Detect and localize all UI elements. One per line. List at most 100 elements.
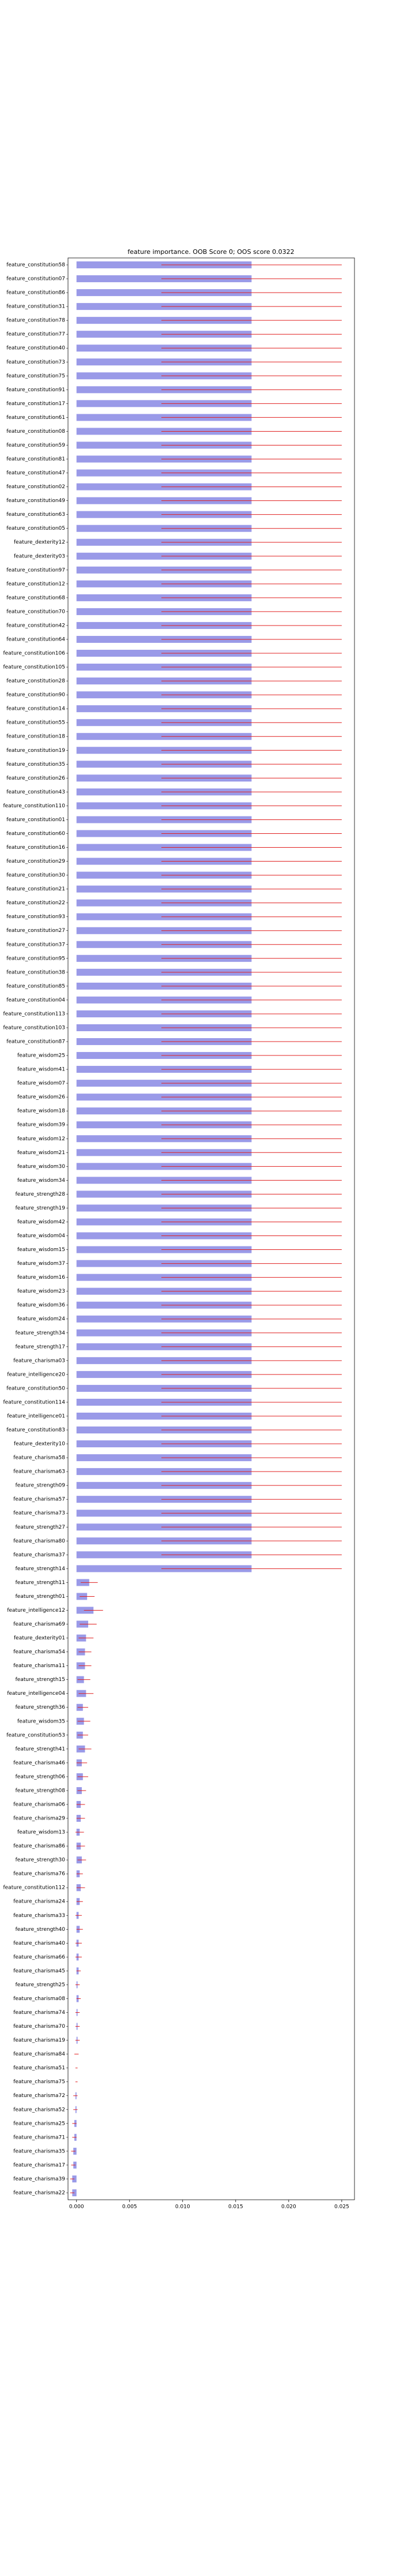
y-tick-label: feature_charisma71 xyxy=(13,2135,65,2140)
y-tick-label: feature_strength30 xyxy=(16,1858,66,1863)
y-tick-label: feature_intelligence04 xyxy=(7,1691,65,1697)
y-tick-label: feature_wisdom18 xyxy=(17,1109,65,1114)
y-tick-label: feature_constitution29 xyxy=(6,859,65,864)
y-tick-label: feature_constitution30 xyxy=(6,873,65,878)
y-tick-label: feature_intelligence20 xyxy=(7,1372,65,1377)
y-tick-label: feature_constitution42 xyxy=(6,623,65,628)
y-tick-label: feature_constitution61 xyxy=(6,415,65,421)
y-tick-label: feature_constitution97 xyxy=(6,567,65,573)
y-tick-label: feature_constitution02 xyxy=(6,484,65,490)
y-tick-label: feature_strength27 xyxy=(16,1525,65,1530)
y-tick-label: feature_constitution63 xyxy=(6,512,65,518)
y-tick-label: feature_constitution50 xyxy=(6,1386,65,1391)
y-tick-label: feature_wisdom30 xyxy=(17,1164,65,1170)
y-tick-label: feature_wisdom07 xyxy=(17,1081,65,1087)
y-tick-label: feature_wisdom23 xyxy=(17,1289,65,1294)
x-tick-label: 0.025 xyxy=(334,2204,349,2210)
y-tick-label: feature_constitution12 xyxy=(6,581,65,587)
y-tick-label: feature_charisma80 xyxy=(13,1538,65,1544)
y-tick-label: feature_intelligence01 xyxy=(7,1413,65,1419)
x-tick-label: 0.005 xyxy=(122,2204,137,2210)
y-tick-label: feature_strength19 xyxy=(16,1205,66,1211)
y-tick-label: feature_wisdom37 xyxy=(17,1261,65,1267)
y-tick-label: feature_strength17 xyxy=(16,1344,65,1350)
y-tick-label: feature_strength15 xyxy=(16,1677,65,1683)
y-tick-label: feature_constitution21 xyxy=(6,886,65,892)
y-tick-label: feature_constitution18 xyxy=(6,734,65,740)
y-tick-label: feature_constitution78 xyxy=(6,318,65,324)
y-tick-label: feature_wisdom39 xyxy=(17,1122,65,1128)
y-tick-label: feature_constitution110 xyxy=(3,803,65,809)
y-tick-label: feature_wisdom13 xyxy=(17,1830,65,1836)
y-tick-label: feature_charisma70 xyxy=(13,2024,65,2030)
y-tick-label: feature_constitution106 xyxy=(3,651,65,657)
y-tick-label: feature_constitution04 xyxy=(6,997,65,1003)
y-tick-label: feature_charisma19 xyxy=(13,2038,65,2043)
y-tick-label: feature_strength09 xyxy=(16,1483,66,1489)
y-tick-label: feature_charisma45 xyxy=(13,1968,65,1974)
y-tick-label: feature_strength34 xyxy=(16,1330,66,1336)
y-tick-label: feature_constitution17 xyxy=(6,401,65,407)
y-tick-label: feature_wisdom12 xyxy=(17,1136,65,1142)
y-tick-label: feature_charisma08 xyxy=(13,1996,65,2002)
y-tick-label: feature_charisma11 xyxy=(13,1663,65,1669)
y-tick-label: feature_strength14 xyxy=(16,1566,66,1572)
y-tick-label: feature_intelligence12 xyxy=(7,1608,65,1613)
y-tick-label: feature_charisma37 xyxy=(13,1552,65,1558)
y-tick-label: feature_constitution58 xyxy=(6,263,65,268)
y-tick-label: feature_charisma17 xyxy=(13,2162,65,2168)
y-tick-label: feature_dexterity01 xyxy=(14,1635,65,1641)
y-tick-label: feature_charisma72 xyxy=(13,2093,65,2099)
y-tick-label: feature_charisma33 xyxy=(13,1913,65,1919)
y-tick-label: feature_charisma86 xyxy=(13,1844,65,1849)
y-tick-label: feature_constitution81 xyxy=(6,456,65,462)
y-tick-label: feature_wisdom25 xyxy=(17,1053,65,1059)
y-tick-label: feature_constitution16 xyxy=(6,845,65,851)
y-tick-label: feature_wisdom26 xyxy=(17,1095,65,1100)
y-tick-label: feature_charisma40 xyxy=(13,1941,65,1946)
y-tick-label: feature_strength08 xyxy=(16,1788,66,1794)
y-tick-label: feature_constitution83 xyxy=(6,1428,65,1433)
y-tick-label: feature_charisma73 xyxy=(13,1511,65,1517)
y-tick-label: feature_wisdom41 xyxy=(17,1067,65,1073)
y-tick-label: feature_dexterity03 xyxy=(14,553,65,559)
y-tick-label: feature_constitution43 xyxy=(6,789,65,795)
y-tick-label: feature_constitution19 xyxy=(6,748,65,754)
x-tick-label: 0.000 xyxy=(69,2204,84,2210)
y-tick-label: feature_constitution14 xyxy=(6,706,65,712)
y-tick-label: feature_constitution114 xyxy=(3,1399,65,1405)
y-tick-label: feature_constitution105 xyxy=(3,665,65,671)
y-tick-label: feature_wisdom36 xyxy=(17,1302,65,1308)
y-tick-label: feature_charisma57 xyxy=(13,1497,65,1503)
y-tick-label: feature_wisdom04 xyxy=(17,1233,65,1239)
y-tick-label: feature_constitution86 xyxy=(6,290,65,296)
y-tick-label: feature_strength25 xyxy=(16,1982,65,1988)
y-tick-label: feature_constitution64 xyxy=(6,636,65,642)
y-tick-label: feature_charisma06 xyxy=(13,1802,65,1807)
y-tick-label: feature_charisma74 xyxy=(13,2010,65,2016)
y-tick-label: feature_constitution103 xyxy=(3,1025,65,1031)
y-tick-label: feature_charisma84 xyxy=(13,2051,65,2057)
y-tick-label: feature_strength40 xyxy=(16,1927,66,1933)
y-tick-label: feature_charisma66 xyxy=(13,1955,65,1960)
y-tick-label: feature_constitution35 xyxy=(6,762,65,767)
y-tick-label: feature_strength41 xyxy=(16,1746,65,1752)
y-tick-label: feature_constitution28 xyxy=(6,679,65,684)
y-tick-label: feature_constitution07 xyxy=(6,276,65,282)
y-tick-label: feature_strength11 xyxy=(16,1580,65,1586)
y-tick-label: feature_constitution01 xyxy=(6,817,65,823)
y-tick-label: feature_constitution59 xyxy=(6,443,65,448)
y-tick-label: feature_charisma24 xyxy=(13,1899,65,1905)
y-tick-label: feature_constitution85 xyxy=(6,983,65,989)
y-tick-label: feature_charisma25 xyxy=(13,2121,65,2126)
y-tick-label: feature_charisma22 xyxy=(13,2190,65,2196)
y-tick-label: feature_charisma51 xyxy=(13,2065,65,2071)
y-tick-label: feature_constitution49 xyxy=(6,498,65,504)
y-tick-label: feature_charisma35 xyxy=(13,2148,65,2154)
y-tick-label: feature_charisma29 xyxy=(13,1816,65,1822)
y-tick-label: feature_strength28 xyxy=(16,1192,66,1197)
y-tick-label: feature_constitution75 xyxy=(6,373,65,379)
y-tick-label: feature_constitution05 xyxy=(6,526,65,531)
y-tick-label: feature_strength06 xyxy=(16,1774,66,1780)
y-tick-label: feature_constitution70 xyxy=(6,609,65,615)
